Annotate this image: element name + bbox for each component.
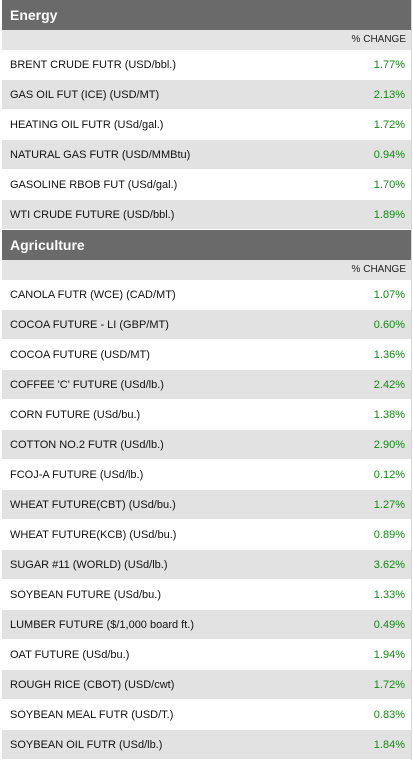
commodity-name: WHEAT FUTURE(KCB) (USd/bu.) — [10, 528, 177, 541]
percent-change: 0.49% — [373, 618, 405, 631]
table-row: ROUGH RICE (CBOT) (USD/cwt) 1.72% — [2, 670, 411, 700]
commodity-name: COFFEE 'C' FUTURE (USd/lb.) — [10, 378, 164, 391]
section-title: Energy — [2, 0, 411, 30]
table-row: HEATING OIL FUTR (USd/gal.) 1.72% — [2, 110, 411, 140]
percent-change: 0.12% — [373, 468, 405, 481]
commodity-name: GAS OIL FUT (ICE) (USD/MT) — [10, 88, 160, 101]
commodity-name: COCOA FUTURE - LI (GBP/MT) — [10, 318, 169, 331]
table-row: LUMBER FUTURE ($/1,000 board ft.) 0.49% — [2, 610, 411, 640]
table-row: WTI CRUDE FUTURE (USD/bbl.) 1.89% — [2, 200, 411, 230]
percent-change: 1.77% — [373, 58, 405, 71]
table-row: WHEAT FUTURE(KCB) (USd/bu.) 0.89% — [2, 520, 411, 550]
commodity-name: COTTON NO.2 FUTR (USd/lb.) — [10, 438, 164, 451]
table-row: CANOLA FUTR (WCE) (CAD/MT) 1.07% — [2, 280, 411, 310]
table-row: FCOJ-A FUTURE (USd/lb.) 0.12% — [2, 460, 411, 490]
percent-change: 2.42% — [373, 378, 405, 391]
percent-change: 1.27% — [373, 498, 405, 511]
table-row: SOYBEAN FUTURE (USd/bu.) 1.33% — [2, 580, 411, 610]
commodity-name: WHEAT FUTURE(CBT) (USd/bu.) — [10, 498, 176, 511]
table-row: BRENT CRUDE FUTR (USD/bbl.) 1.77% — [2, 50, 411, 80]
commodity-name: WTI CRUDE FUTURE (USD/bbl.) — [10, 208, 175, 221]
table-row: SUGAR #11 (WORLD) (USd/lb.) 3.62% — [2, 550, 411, 580]
column-header-percent-change: % CHANGE — [2, 30, 411, 50]
percent-change: 1.38% — [373, 408, 405, 421]
commodity-name: ROUGH RICE (CBOT) (USD/cwt) — [10, 678, 175, 691]
section-agriculture: Agriculture % CHANGE CANOLA FUTR (WCE) (… — [2, 230, 411, 760]
percent-change: 0.94% — [373, 148, 405, 161]
percent-change: 1.72% — [373, 118, 405, 131]
column-header-percent-change: % CHANGE — [2, 260, 411, 280]
commodity-name: LUMBER FUTURE ($/1,000 board ft.) — [10, 618, 195, 631]
commodity-name: SUGAR #11 (WORLD) (USd/lb.) — [10, 558, 168, 571]
commodity-name: GASOLINE RBOB FUT (USd/gal.) — [10, 178, 178, 191]
percent-change: 3.62% — [373, 558, 405, 571]
table-row: GAS OIL FUT (ICE) (USD/MT) 2.13% — [2, 80, 411, 110]
commodity-name: BRENT CRUDE FUTR (USD/bbl.) — [10, 58, 177, 71]
table-row: GASOLINE RBOB FUT (USd/gal.) 1.70% — [2, 170, 411, 200]
commodity-name: FCOJ-A FUTURE (USd/lb.) — [10, 468, 144, 481]
percent-change: 2.90% — [373, 438, 405, 451]
table-row: COCOA FUTURE - LI (GBP/MT) 0.60% — [2, 310, 411, 340]
commodity-name: SOYBEAN MEAL FUTR (USD/T.) — [10, 708, 174, 721]
commodity-name: NATURAL GAS FUTR (USD/MMBtu) — [10, 148, 191, 161]
commodity-name: COCOA FUTURE (USD/MT) — [10, 348, 150, 361]
table-row: COCOA FUTURE (USD/MT) 1.36% — [2, 340, 411, 370]
commodity-name: HEATING OIL FUTR (USd/gal.) — [10, 118, 164, 131]
table-row: SOYBEAN OIL FUTR (USd/lb.) 1.84% — [2, 730, 411, 760]
table-row: WHEAT FUTURE(CBT) (USd/bu.) 1.27% — [2, 490, 411, 520]
commodity-name: SOYBEAN FUTURE (USd/bu.) — [10, 588, 161, 601]
table-row: OAT FUTURE (USd/bu.) 1.94% — [2, 640, 411, 670]
commodity-name: CANOLA FUTR (WCE) (CAD/MT) — [10, 288, 176, 301]
percent-change: 1.84% — [373, 738, 405, 751]
commodity-name: CORN FUTURE (USd/bu.) — [10, 408, 141, 421]
table-row: NATURAL GAS FUTR (USD/MMBtu) 0.94% — [2, 140, 411, 170]
percent-change: 1.36% — [373, 348, 405, 361]
percent-change: 0.89% — [373, 528, 405, 541]
percent-change: 1.94% — [373, 648, 405, 661]
section-energy: Energy % CHANGE BRENT CRUDE FUTR (USD/bb… — [2, 0, 411, 230]
table-row: CORN FUTURE (USd/bu.) 1.38% — [2, 400, 411, 430]
percent-change: 1.70% — [373, 178, 405, 191]
percent-change: 0.60% — [373, 318, 405, 331]
table-row: SOYBEAN MEAL FUTR (USD/T.) 0.83% — [2, 700, 411, 730]
commodity-name: SOYBEAN OIL FUTR (USd/lb.) — [10, 738, 163, 751]
percent-change: 2.13% — [373, 88, 405, 101]
percent-change: 1.72% — [373, 678, 405, 691]
percent-change: 1.07% — [373, 288, 405, 301]
commodity-name: OAT FUTURE (USd/bu.) — [10, 648, 130, 661]
percent-change: 1.89% — [373, 208, 405, 221]
table-row: COFFEE 'C' FUTURE (USd/lb.) 2.42% — [2, 370, 411, 400]
section-title: Agriculture — [2, 230, 411, 260]
percent-change: 0.83% — [373, 708, 405, 721]
percent-change: 1.33% — [373, 588, 405, 601]
table-row: COTTON NO.2 FUTR (USd/lb.) 2.90% — [2, 430, 411, 460]
